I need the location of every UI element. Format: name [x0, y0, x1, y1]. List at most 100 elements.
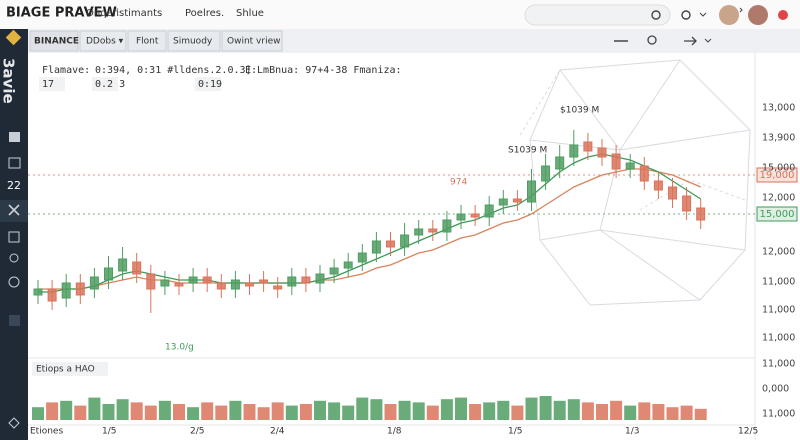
sidebar-icon[interactable]: [9, 132, 20, 142]
sidebar-icon[interactable]: [8, 204, 20, 216]
arrow-icon[interactable]: [684, 36, 697, 46]
x-label: 1/5: [102, 427, 116, 437]
x-label: 1/3: [625, 427, 639, 437]
candle-body: [273, 285, 283, 290]
candle-body: [301, 276, 311, 284]
volume-bar: [116, 399, 129, 420]
x-label: 2/5: [190, 427, 204, 437]
candle-body: [498, 198, 508, 206]
volume-bar: [271, 402, 284, 420]
candle-body: [386, 240, 395, 248]
candle-body: [357, 252, 367, 263]
menu-item[interactable]: Poelres.: [185, 8, 224, 19]
x-label: 1/8: [387, 427, 402, 437]
candle-body: [597, 147, 607, 158]
sidebar-icon[interactable]: [8, 231, 20, 243]
axis-label: 12,000: [762, 247, 795, 258]
annotation: 13.0/g: [165, 343, 194, 353]
notification-icon[interactable]: [778, 10, 788, 20]
volume-bar: [483, 402, 496, 420]
candle-body: [343, 261, 353, 269]
sidebar-icon[interactable]: [9, 315, 20, 326]
axis-label: 11,000: [762, 409, 795, 420]
tab-label[interactable]: Simuody: [173, 37, 213, 47]
candle-body: [555, 156, 565, 170]
volume-bar: [342, 405, 355, 420]
volume-bar: [187, 407, 200, 420]
tab-label[interactable]: Owint vriew: [227, 37, 280, 47]
volume-bar: [694, 408, 707, 420]
candle-body: [33, 288, 43, 296]
volume-bar: [74, 405, 87, 420]
sidebar-icon[interactable]: [9, 253, 19, 263]
volume-bar: [356, 397, 369, 420]
search-icon[interactable]: [681, 10, 691, 20]
axis-label: 15,000: [762, 163, 795, 174]
candle-body: [682, 195, 692, 212]
tab-label[interactable]: DDobs ▾: [86, 37, 124, 47]
candle-body: [512, 198, 522, 203]
sidebar: [0, 29, 28, 440]
tab[interactable]: [29, 30, 79, 52]
volume-bar: [497, 400, 510, 420]
legend-chip: [92, 77, 118, 91]
chevron: [739, 7, 743, 13]
legend-text: E:LmBnua: 97+4-38 Fmaniza:: [245, 65, 402, 76]
candle-body: [639, 165, 649, 182]
candle-body: [668, 186, 677, 200]
volume-bar: [32, 407, 44, 420]
volume-bar: [243, 404, 256, 420]
candle-body: [653, 180, 663, 191]
axis-label: 11,000: [762, 359, 795, 370]
volume-bar: [46, 402, 59, 420]
candle-body: [442, 219, 452, 233]
tab[interactable]: [79, 30, 127, 52]
candle-body: [329, 267, 339, 275]
sidebar-icon[interactable]: [8, 157, 21, 169]
candle-body: [118, 258, 128, 272]
candle-body: [230, 279, 240, 290]
candle-body: [527, 180, 536, 203]
volume-bar: [229, 400, 242, 420]
price-tag-label: 15,000: [760, 209, 795, 220]
axis-label: 0,000: [762, 384, 789, 395]
tab[interactable]: [221, 30, 283, 52]
candle-body: [174, 282, 184, 287]
tab-label[interactable]: BINANCE: [34, 37, 79, 47]
tab[interactable]: [167, 30, 221, 52]
volume-bar: [158, 400, 171, 420]
sidebar-icon[interactable]: [8, 276, 20, 288]
search-icon[interactable]: [651, 10, 661, 20]
dropdown-icon[interactable]: [704, 38, 712, 43]
volume-bar: [553, 400, 566, 420]
avatar[interactable]: [748, 5, 768, 25]
candle-body: [188, 276, 198, 284]
volume-bar: [455, 397, 467, 420]
candle-body: [245, 282, 254, 287]
avatar[interactable]: [719, 5, 739, 25]
menu-item[interactable]: Shlue: [236, 8, 264, 19]
volume-bar: [666, 407, 679, 420]
sidebar-icon[interactable]: [8, 417, 20, 429]
volume-bar: [398, 400, 411, 420]
sidebar-badge[interactable]: 22: [7, 179, 21, 192]
volume-bar: [581, 402, 594, 420]
volume-bar: [215, 405, 228, 420]
annotation: 974: [450, 178, 467, 188]
menu-item[interactable]: Onqefistimants: [86, 8, 162, 19]
x-label: 2/4: [270, 427, 285, 437]
search-box[interactable]: [524, 4, 671, 26]
volume-bar: [257, 407, 270, 420]
tab[interactable]: [127, 30, 167, 52]
volume-bar: [299, 404, 312, 420]
annotation: $1039 M: [560, 106, 599, 116]
legend-chip: [195, 77, 221, 91]
candle-body: [202, 276, 212, 284]
zoom-icon[interactable]: [647, 35, 657, 45]
volume-bar: [285, 405, 298, 420]
volume-bar: [384, 404, 397, 420]
dropdown-icon[interactable]: [699, 12, 707, 17]
tab-label[interactable]: Flont: [136, 37, 159, 47]
